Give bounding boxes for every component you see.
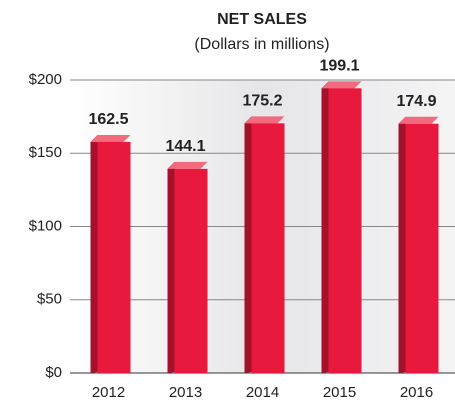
- bar-top: [167, 161, 208, 169]
- y-tick-label: $0: [45, 364, 62, 381]
- x-tick-label: 2016: [400, 384, 433, 401]
- x-tick-label: 2013: [169, 384, 202, 401]
- bar-top: [244, 116, 285, 124]
- y-tick-label: $200: [29, 71, 62, 88]
- bar-top: [90, 134, 131, 142]
- bar: [174, 168, 208, 373]
- x-tick-label: 2014: [246, 384, 279, 401]
- data-label: 174.9: [396, 93, 436, 110]
- bar-side: [398, 116, 406, 374]
- chart-subtitle: (Dollars in millions): [194, 36, 329, 53]
- bar-side: [167, 161, 175, 373]
- bar-side: [321, 81, 329, 374]
- data-label: 162.5: [88, 111, 128, 128]
- data-label: 144.1: [165, 138, 205, 155]
- x-tick-label: 2012: [92, 384, 125, 401]
- chart-title: NET SALES: [217, 11, 307, 28]
- data-label: 199.1: [319, 58, 359, 75]
- bar-top: [398, 116, 439, 124]
- bar: [328, 88, 362, 374]
- bar-side: [90, 134, 98, 373]
- data-label: 175.2: [242, 93, 282, 110]
- bar: [251, 123, 285, 373]
- bar-side: [244, 116, 252, 373]
- y-tick-label: $150: [29, 144, 62, 161]
- x-tick-label: 2015: [323, 384, 356, 401]
- y-tick-label: $50: [37, 291, 62, 308]
- y-tick-label: $100: [29, 217, 62, 234]
- bar: [97, 141, 131, 373]
- bar-top: [321, 81, 362, 89]
- bar: [405, 123, 439, 373]
